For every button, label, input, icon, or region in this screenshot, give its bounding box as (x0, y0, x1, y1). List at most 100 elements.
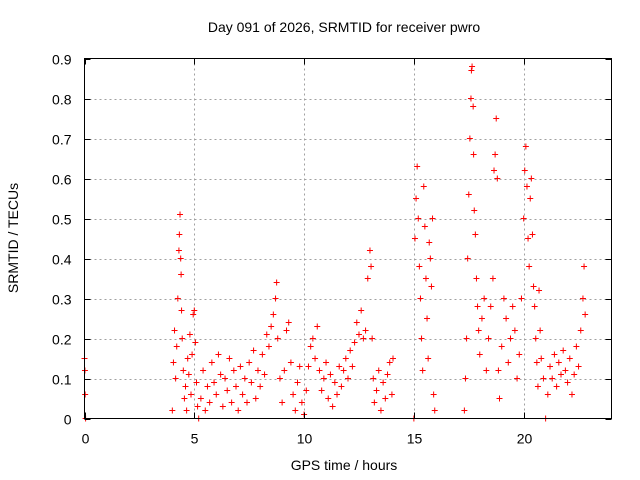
data-point (579, 295, 586, 302)
data-point (175, 247, 182, 254)
data-point (492, 151, 499, 158)
data-point (370, 375, 377, 382)
data-point (318, 387, 325, 394)
data-point (421, 223, 428, 230)
x-tick-label: 15 (407, 431, 423, 447)
data-point (334, 391, 341, 398)
data-point (528, 175, 535, 182)
data-point (173, 343, 180, 350)
data-point (342, 355, 349, 362)
data-point (279, 399, 286, 406)
data-point (575, 363, 582, 370)
data-point (197, 395, 204, 402)
data-point (226, 355, 233, 362)
data-point (476, 351, 483, 358)
data-point (208, 359, 215, 366)
data-point (228, 399, 235, 406)
data-point (498, 343, 505, 350)
data-point (467, 95, 474, 102)
data-point (390, 355, 397, 362)
data-point (296, 363, 303, 370)
data-point (493, 115, 500, 122)
data-point (470, 151, 477, 158)
data-point (496, 395, 503, 402)
data-point (215, 351, 222, 358)
data-point (369, 335, 376, 342)
data-point (475, 327, 482, 334)
data-point (283, 327, 290, 334)
data-point (202, 407, 209, 414)
grid (84, 58, 612, 419)
data-point (187, 391, 194, 398)
data-point (571, 371, 578, 378)
data-point (487, 303, 494, 310)
data-point (473, 275, 480, 282)
data-point (505, 359, 512, 366)
data-point (272, 295, 279, 302)
data-point (527, 195, 534, 202)
data-point (471, 207, 478, 214)
data-point (431, 407, 438, 414)
data-point (538, 355, 545, 362)
data-point (241, 375, 248, 382)
data-point (179, 335, 186, 342)
data-point (534, 383, 541, 390)
data-point (366, 247, 373, 254)
data-point (285, 319, 292, 326)
data-point (294, 379, 301, 386)
data-point (500, 295, 507, 302)
y-tick-label: 0.5 (52, 212, 72, 228)
plot-frame (84, 58, 612, 419)
data-point (549, 375, 556, 382)
data-point (425, 355, 432, 362)
data-point (182, 383, 189, 390)
data-point (181, 395, 188, 402)
data-point (211, 379, 218, 386)
data-point (521, 167, 528, 174)
data-point (340, 367, 347, 374)
data-point (351, 339, 358, 346)
data-point (213, 391, 220, 398)
data-point (222, 375, 229, 382)
data-point (243, 399, 250, 406)
data-point (265, 343, 272, 350)
data-point (270, 311, 277, 318)
data-point (413, 195, 420, 202)
data-point (268, 323, 275, 330)
data-point (551, 351, 558, 358)
y-tick-label: 0.6 (52, 172, 72, 188)
data-point (418, 335, 425, 342)
data-point (555, 359, 562, 366)
data-point (169, 407, 176, 414)
data-point (292, 407, 299, 414)
data-point (307, 343, 314, 350)
y-tick-label: 0.7 (52, 132, 72, 148)
data-point (177, 211, 184, 218)
data-point (419, 367, 426, 374)
data-point (345, 375, 351, 382)
data-point (536, 287, 543, 294)
data-point (186, 331, 193, 338)
data-point (384, 371, 391, 378)
data-point (325, 395, 332, 402)
data-point (494, 175, 501, 182)
y-tick-label: 0 (64, 412, 72, 428)
data-point (239, 391, 246, 398)
data-point (430, 391, 437, 398)
data-point (518, 295, 525, 302)
data-point (190, 311, 197, 318)
data-point (426, 239, 433, 246)
data-point (336, 363, 343, 370)
y-tick-label: 0.9 (52, 52, 72, 68)
data-point (523, 183, 530, 190)
data-point (261, 371, 268, 378)
y-tick-label: 0.2 (52, 332, 72, 348)
data-point (274, 335, 281, 342)
y-tick-label: 0.4 (52, 252, 72, 268)
data-point (312, 355, 319, 362)
data-point (360, 335, 367, 342)
data-point (174, 295, 181, 302)
data-point (273, 279, 280, 286)
data-point (495, 367, 502, 374)
